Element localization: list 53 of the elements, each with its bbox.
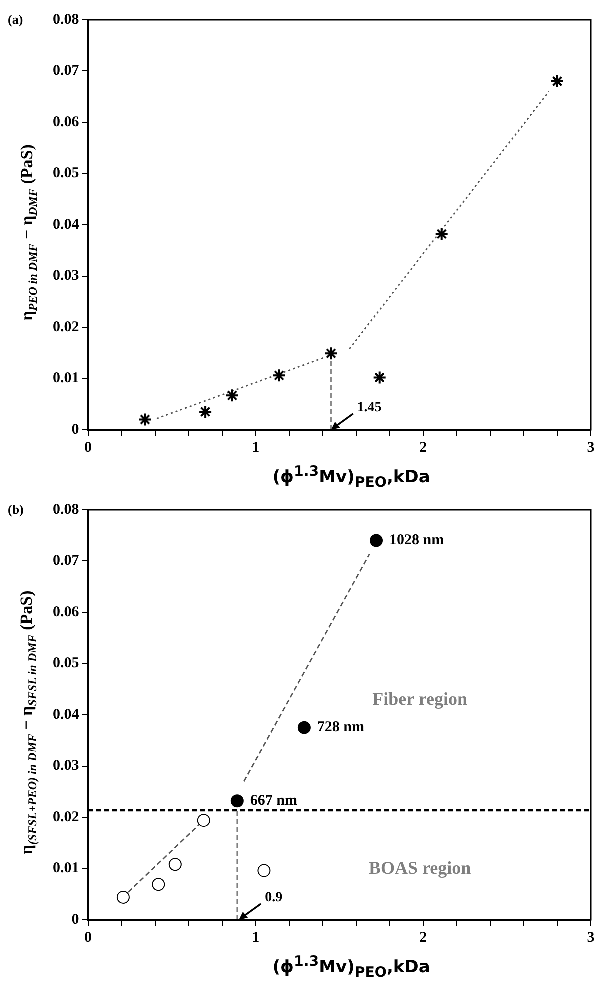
point xyxy=(372,370,387,385)
y-tick-label: 0.06 xyxy=(53,604,80,620)
x-tick-label: 0 xyxy=(84,440,92,456)
y-tick-label: 0.04 xyxy=(53,216,80,233)
point xyxy=(152,878,166,892)
annotation: BOAS region xyxy=(368,858,472,878)
chart-title: (a) xyxy=(8,12,24,28)
y-tick-label: 0.02 xyxy=(53,809,80,826)
y-tick-label: 0.05 xyxy=(53,656,80,672)
y-tick-label: 0.06 xyxy=(53,114,80,130)
annotation: 667 nm xyxy=(250,792,298,809)
point xyxy=(298,721,311,734)
point xyxy=(434,227,449,242)
y-tick-label: 0.04 xyxy=(53,706,80,723)
y-tick-label: 0.07 xyxy=(53,63,80,80)
y-tick-label: 0.03 xyxy=(53,268,80,284)
x-tick-label: 2 xyxy=(420,440,428,456)
x-tick-label: 1 xyxy=(252,440,260,456)
y-tick-label: 0.01 xyxy=(53,860,80,877)
chart-title: (b) xyxy=(8,502,24,518)
point xyxy=(370,534,383,548)
annotation: Fiber region xyxy=(372,688,468,709)
point xyxy=(198,405,213,420)
x-axis-title: (ϕ$^{1.3}$Mv)$_{PEO}$,kDa xyxy=(272,464,432,492)
point xyxy=(230,794,244,808)
annotation: 0.9 xyxy=(265,890,283,906)
point xyxy=(550,74,564,88)
x-tick-label: 2 xyxy=(420,930,428,946)
point xyxy=(258,864,271,878)
point xyxy=(272,368,286,383)
x-tick-label: 1 xyxy=(252,930,260,946)
point xyxy=(324,346,338,361)
point xyxy=(116,890,130,904)
y-tick-label: 0 xyxy=(72,912,80,928)
point xyxy=(138,412,152,427)
y-tick-label: 0.02 xyxy=(53,319,80,336)
annotation: 1028 nm xyxy=(389,532,445,549)
annotation: 1.45 xyxy=(357,400,382,416)
y-tick-label: 0.05 xyxy=(53,166,80,182)
y-tick-label: 0.08 xyxy=(53,12,80,28)
x-axis-title: (ϕ$^{1.3}$Mv)$_{PEO}$,kDa xyxy=(272,954,432,982)
y-tick-label: 0.08 xyxy=(53,502,80,518)
x-tick-label: 3 xyxy=(587,440,595,456)
point xyxy=(168,858,182,872)
y-tick-label: 0.03 xyxy=(53,758,80,774)
y-tick-label: 0.07 xyxy=(53,553,80,570)
annotation: 728 nm xyxy=(317,720,366,736)
x-tick-label: 3 xyxy=(587,930,595,946)
point xyxy=(197,814,210,828)
point xyxy=(225,388,240,403)
y-tick-label: 0 xyxy=(72,422,80,438)
y-tick-label: 0.01 xyxy=(53,370,80,387)
x-tick-label: 0 xyxy=(84,930,92,946)
